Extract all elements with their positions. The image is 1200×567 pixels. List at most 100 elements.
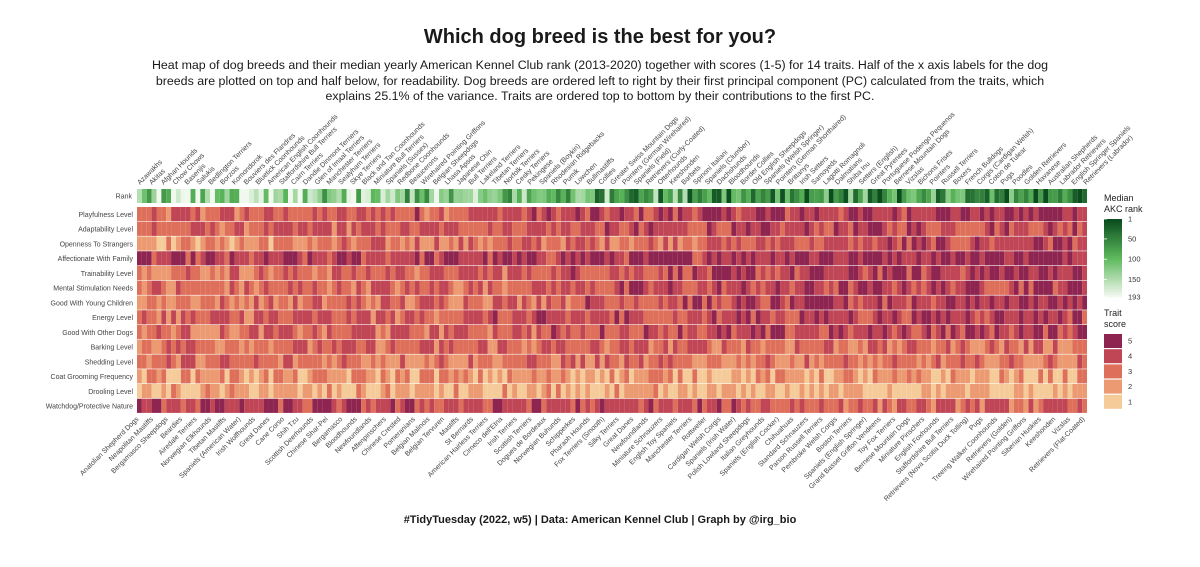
heatmap-cell (224, 266, 230, 281)
heatmap-cell (190, 310, 196, 325)
heatmap-cell (317, 207, 323, 222)
heatmap-cell (429, 236, 435, 251)
heatmap-cell (775, 207, 781, 222)
heatmap-cell (862, 251, 868, 266)
heatmap-cell (1043, 384, 1049, 399)
heatmap-cell (765, 398, 771, 413)
heatmap-cell (492, 280, 498, 295)
heatmap-cell (804, 236, 810, 251)
heatmap-cell (974, 354, 980, 369)
heatmap-cell (731, 339, 737, 354)
heatmap-cell (619, 339, 625, 354)
heatmap-cell (789, 266, 795, 281)
heatmap-cell (658, 384, 664, 399)
heatmap-cell (180, 354, 186, 369)
heatmap-cell (935, 266, 941, 281)
heatmap-cell (312, 280, 318, 295)
rank-cell (707, 189, 712, 203)
heatmap-cell (901, 251, 907, 266)
heatmap-cell (999, 251, 1005, 266)
heatmap-cell (482, 266, 488, 281)
heatmap-cell (331, 280, 337, 295)
heatmap-cell (283, 295, 289, 310)
heatmap-cell (692, 280, 698, 295)
heatmap-cell (507, 207, 513, 222)
heatmap-cell (1043, 339, 1049, 354)
heatmap-cell (395, 310, 401, 325)
heatmap-cell (307, 295, 313, 310)
heatmap-cell (994, 310, 1000, 325)
rank-cell (989, 189, 995, 203)
heatmap-cell (570, 339, 576, 354)
heatmap-cell (823, 325, 829, 340)
rank-cell (858, 189, 863, 203)
heatmap-cell (911, 251, 917, 266)
heatmap-cell (911, 310, 917, 325)
heatmap-cell (692, 398, 698, 413)
heatmap-cell (443, 339, 449, 354)
rank-cell (214, 189, 220, 203)
heatmap-cell (565, 207, 571, 222)
heatmap-cell (965, 266, 971, 281)
heatmap-cell (375, 310, 381, 325)
heatmap-cell (531, 207, 537, 222)
heatmap-cell (804, 384, 810, 399)
heatmap-cell (984, 280, 990, 295)
heatmap-cell (375, 251, 381, 266)
heatmap-cell (297, 325, 303, 340)
heatmap-cell (921, 398, 927, 413)
heatmap-cell (999, 280, 1005, 295)
rank-cell (429, 189, 435, 203)
rank-cell (526, 189, 532, 203)
heatmap-cell (161, 398, 167, 413)
heatmap-cell (672, 354, 678, 369)
heatmap-cell (453, 398, 459, 413)
heatmap-cell (697, 339, 703, 354)
heatmap-cell (214, 325, 220, 340)
heatmap-cell (726, 325, 732, 340)
heatmap-cell (984, 325, 990, 340)
heatmap-cell (1043, 398, 1049, 413)
heatmap-cell (512, 398, 518, 413)
heatmap-cell (185, 310, 191, 325)
heatmap-cell (668, 251, 673, 266)
heatmap-cell (424, 221, 430, 236)
heatmap-cell (146, 251, 152, 266)
heatmap-cell (370, 221, 376, 236)
heatmap-cell (697, 325, 703, 340)
heatmap-cell (711, 325, 717, 340)
heatmap-cell (414, 325, 420, 340)
heatmap-cell (882, 295, 888, 310)
heatmap-cell (1062, 339, 1068, 354)
heatmap-cell (887, 251, 893, 266)
heatmap-cell (351, 384, 357, 399)
heatmap-cell (365, 398, 371, 413)
heatmap-cell (312, 354, 318, 369)
heatmap-cell (882, 339, 888, 354)
heatmap-cell (1033, 398, 1039, 413)
heatmap-cell (960, 266, 966, 281)
heatmap-cell (385, 398, 391, 413)
heatmap-cell (736, 369, 742, 384)
rank-legend-swatch (1104, 267, 1122, 270)
heatmap-cell (185, 354, 191, 369)
heatmap-cell (848, 339, 854, 354)
rank-cell (784, 189, 790, 203)
heatmap-cell (400, 236, 405, 251)
heatmap-cell (517, 280, 522, 295)
heatmap-cell (629, 384, 634, 399)
heatmap-cell (755, 354, 761, 369)
heatmap-cell (770, 384, 776, 399)
heatmap-cell (487, 221, 493, 236)
heatmap-cell (877, 236, 883, 251)
heatmap-cell (244, 384, 250, 399)
heatmap-cell (614, 236, 620, 251)
heatmap-cell (940, 369, 946, 384)
heatmap-cell (395, 398, 401, 413)
heatmap-cell (619, 251, 625, 266)
heatmap-cell (395, 280, 401, 295)
heatmap-cell (317, 369, 323, 384)
heatmap-cell (521, 280, 527, 295)
heatmap-cell (594, 207, 600, 222)
rank-legend-label: 50 (1128, 234, 1136, 243)
